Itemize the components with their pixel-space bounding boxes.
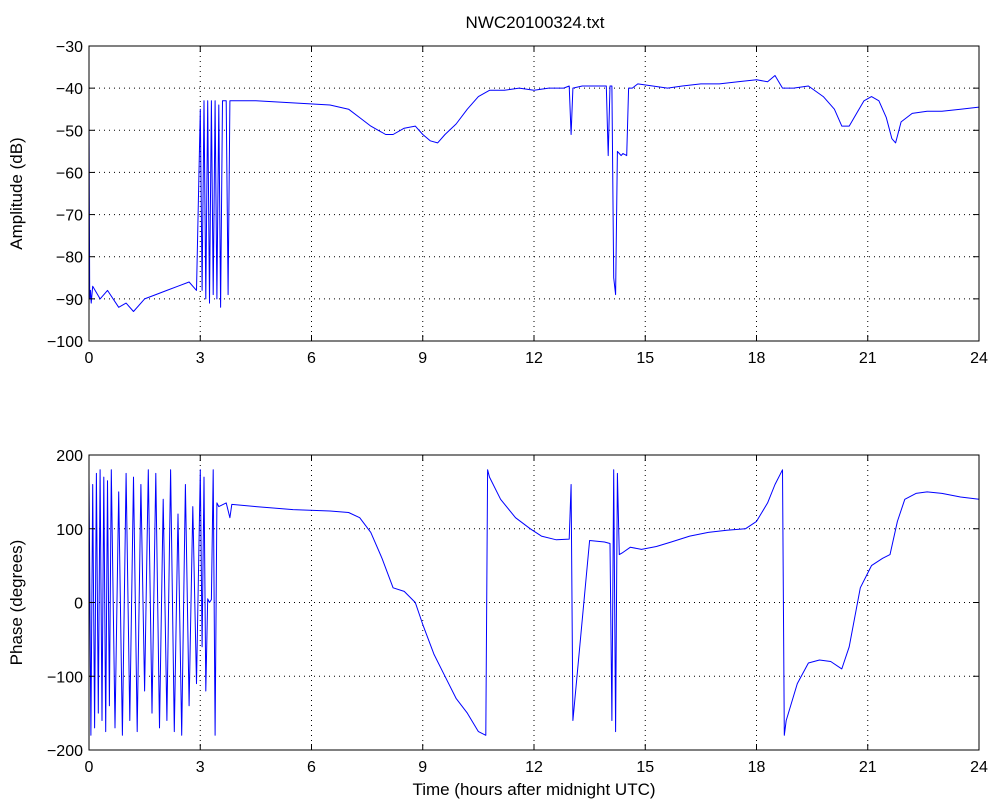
phase-x-tick-label: 6 — [307, 759, 316, 776]
amplitude-y-tick-label: −100 — [47, 334, 83, 351]
phase-x-tick-label: 15 — [636, 759, 654, 776]
phase-x-tick-label: 9 — [418, 759, 427, 776]
amplitude-x-tick-label: 24 — [970, 350, 988, 367]
phase-x-tick-label: 24 — [970, 759, 988, 776]
phase-x-tick-label: 0 — [85, 759, 94, 776]
phase-y-tick-label: −200 — [47, 743, 83, 760]
amplitude-x-tick-label: 21 — [859, 350, 877, 367]
phase-x-tick-label: 21 — [859, 759, 877, 776]
amplitude-x-tick-label: 6 — [307, 350, 316, 367]
amplitude-y-tick-label: −90 — [56, 292, 83, 309]
amplitude-y-axis-label: Amplitude (dB) — [7, 137, 26, 249]
phase-y-axis-label: Phase (degrees) — [7, 540, 26, 666]
amplitude-y-tick-label: −80 — [56, 250, 83, 267]
amplitude-panel: 0 3 6 9 12 15 18 21 24 −30 −40 −50 −60 −70 −80 −90 −100 A… — [7, 39, 988, 367]
phase-x-tick-label: 18 — [748, 759, 766, 776]
amplitude-x-tick-label: 12 — [525, 350, 543, 367]
amplitude-series-line — [88, 75, 980, 312]
phase-y-tick-label: −100 — [47, 669, 83, 686]
amplitude-y-tick-label: −70 — [56, 208, 83, 225]
phase-x-tick-label: 3 — [196, 759, 205, 776]
phase-series-line — [88, 469, 980, 736]
amplitude-y-tick-label: −60 — [56, 165, 83, 182]
phase-y-tick-label: 100 — [56, 522, 83, 539]
phase-panel: 0 3 6 9 12 15 18 21 24 200 100 0 −100 −200 Phase (degr… — [7, 448, 988, 799]
amplitude-x-tick-label: 15 — [636, 350, 654, 367]
amplitude-x-tick-label: 9 — [418, 350, 427, 367]
amplitude-y-tick-label: −40 — [56, 81, 83, 98]
phase-y-tick-label: 0 — [74, 596, 83, 613]
chart-title: NWC20100324.txt — [466, 13, 605, 32]
amplitude-y-tick-label: −30 — [56, 39, 83, 56]
amplitude-y-tick-label: −50 — [56, 123, 83, 140]
phase-x-axis-label: Time (hours after midnight UTC) — [412, 780, 655, 799]
amplitude-x-tick-label: 3 — [196, 350, 205, 367]
amplitude-x-tick-label: 0 — [85, 350, 94, 367]
phase-x-tick-label: 12 — [525, 759, 543, 776]
phase-y-tick-label: 200 — [56, 448, 83, 465]
amplitude-x-tick-label: 18 — [748, 350, 766, 367]
